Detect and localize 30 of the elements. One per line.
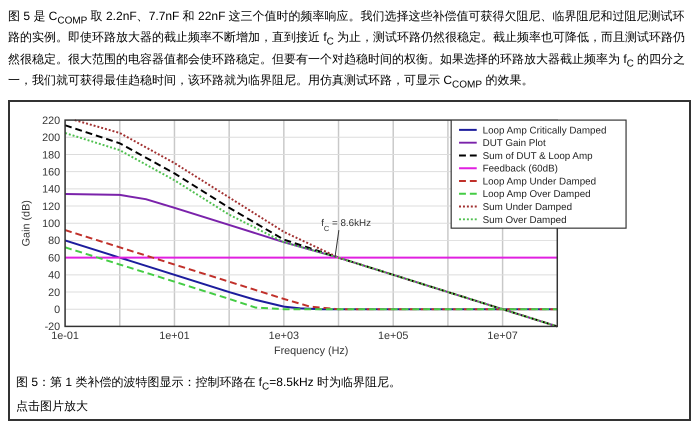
annotation: f$_{C}$ = 8.6kHz — [321, 218, 372, 232]
caption: 图 5：第 1 类补偿的波特图显示：控制环路在 f$_{C}$=8.5kHz 时为临界阻尼。 — [16, 374, 402, 392]
y-tick-label: 200 — [42, 132, 60, 144]
x-axis-title: Frequency (Hz) — [274, 344, 348, 356]
x-tick-label: 1e+07 — [487, 330, 518, 342]
y-tick-label: 140 — [42, 183, 60, 196]
legend-label: Sum Under Damped — [482, 202, 572, 213]
y-tick-label: 220 — [42, 114, 60, 126]
y-tick-label: 60 — [48, 252, 60, 264]
legend-label: Loop Amp Under Damped — [482, 176, 596, 187]
legend-label: Loop Amp Critically Damped — [482, 124, 606, 136]
x-tick-label: 1e+03 — [268, 330, 300, 342]
y-tick-label: 100 — [42, 218, 60, 230]
y-tick-label: 160 — [42, 166, 60, 178]
y-tick-label: 80 — [48, 234, 60, 247]
y-tick-label: 0 — [54, 304, 60, 316]
y-tick-label: 20 — [48, 286, 60, 298]
legend-label: DUT Gain Plot — [482, 138, 546, 149]
text: 图 5 是 C$_{COMP}$ 取 2.2nF、7.7nF 和 22nF 这三个值时的频率响应。我们选择这些补偿值可获得欠阻尼、临界阻尼和过阻尼测试环路的实例。即使环路放大器的截止频率不断增加，直到接近 f$_{C}$ 为止，测试环路仍然很稳定。截止频率也可降低，而且测试环路仍然很稳定。很大范围的电容器值都会使环路稳定。但要有一个对趋稳时间的权衡。如果选择的环路放大器截止频率为 f$_{C}$ 的四分之一，我们就可获得最佳趋稳时间，该环路就为临界阻尼。用仿真测试环路，可显示 C$_{COMP}$ 的效果。 — [8, 9, 686, 91]
y-axis-title: Gain (dB) — [20, 200, 33, 246]
legend-label: Loop Amp Over Damped — [482, 188, 591, 200]
x-tick-label: 1e+05 — [378, 330, 408, 342]
legend-label: Feedback (60dB) — [482, 163, 558, 174]
text: 点击图片放大 — [16, 398, 89, 415]
y-tick-label: 40 — [48, 269, 60, 282]
x-tick-label: 1e+01 — [159, 330, 190, 342]
legend-label: Sum of DUT & Loop Amp — [482, 150, 594, 162]
y-tick-label: 180 — [42, 148, 60, 161]
y-tick-label: 120 — [42, 200, 60, 212]
legend-label: Sum Over Damped — [482, 214, 567, 226]
